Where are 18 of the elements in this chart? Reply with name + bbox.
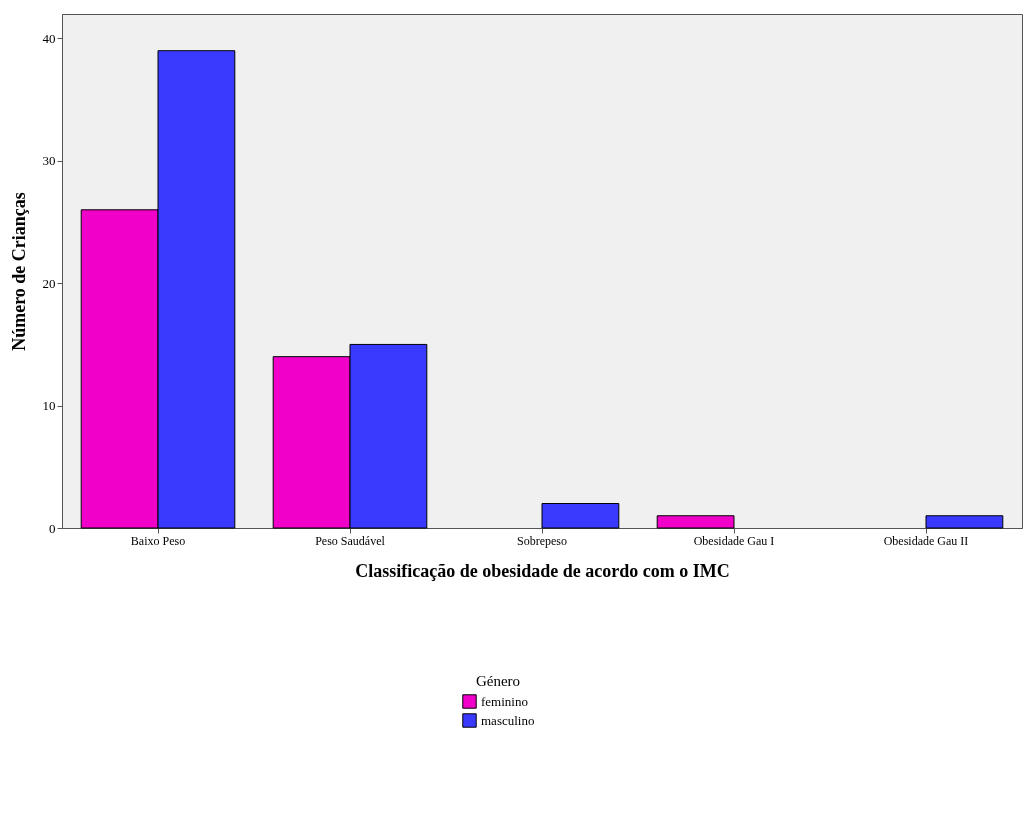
y-tick-label: 20 — [42, 275, 56, 291]
x-tick-label: Peso Saudável — [315, 533, 386, 548]
bar — [541, 503, 620, 529]
y-tick-label: 10 — [42, 398, 56, 414]
x-tick-label: Obesidade Gau II — [883, 533, 969, 548]
y-tick-label: 40 — [42, 30, 56, 46]
x-tick-label: Sobrepeso — [517, 533, 567, 548]
legend-label: feminino — [481, 693, 528, 709]
x-tick-label: Obesidade Gau I — [693, 533, 775, 548]
x-axis-title: Classificação de obesidade de acordo com o IMC — [355, 560, 730, 581]
legend-title: Género — [475, 673, 521, 689]
x-tick-label: Baixo Peso — [130, 533, 186, 548]
bar — [925, 515, 1004, 529]
bar — [656, 515, 735, 529]
y-tick-label: 30 — [42, 153, 56, 169]
legend-label: masculino — [481, 712, 535, 728]
y-axis-title: Número de Crianças — [8, 192, 29, 351]
y-tick-label: 0 — [49, 520, 56, 536]
